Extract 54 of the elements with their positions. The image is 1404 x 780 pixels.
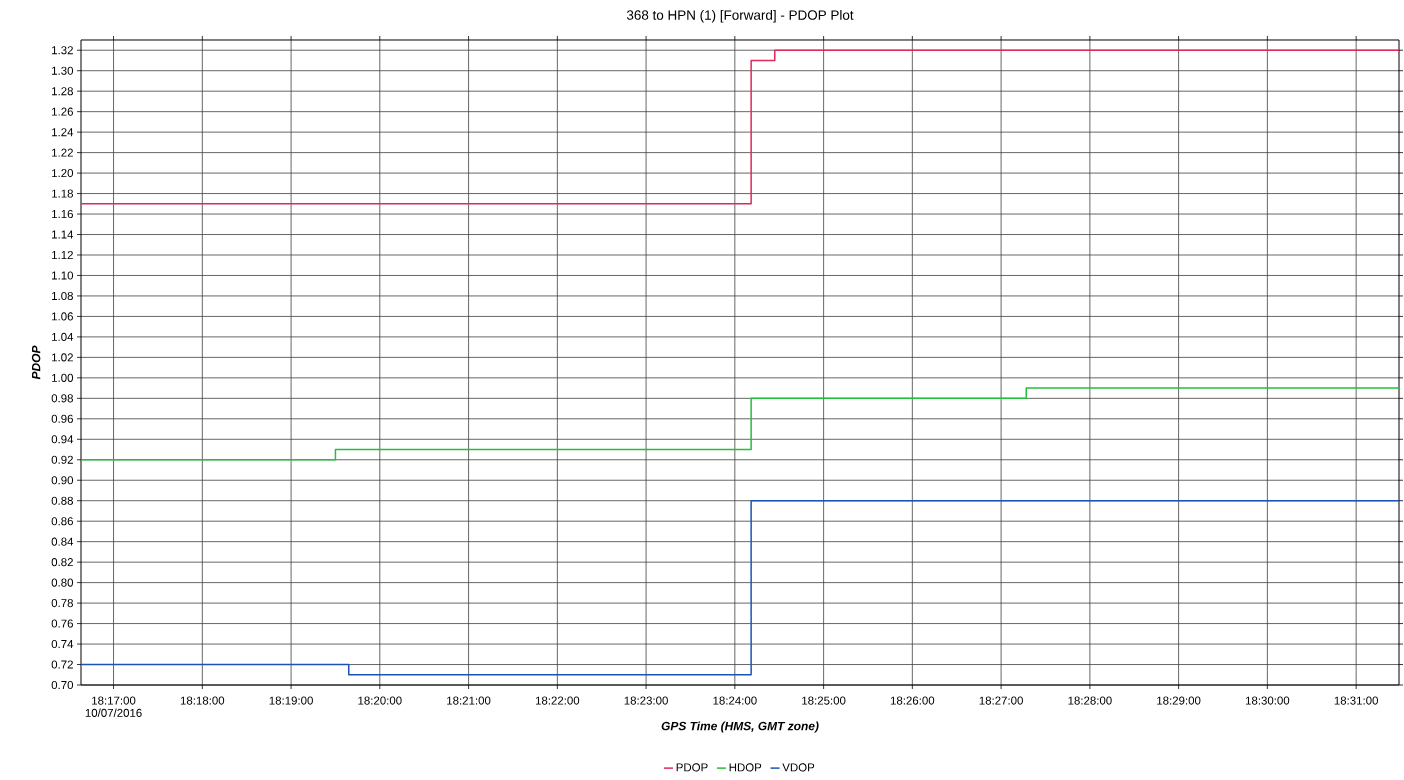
legend-label: PDOP <box>676 763 708 772</box>
legend-label: HDOP <box>729 763 762 772</box>
x-tick-label: 18:28:00 <box>1068 696 1112 705</box>
x-tick-label: 18:18:00 <box>180 696 225 705</box>
y-tick-label: 1.16 <box>52 209 73 219</box>
x-tick-label: 18:20:00 <box>358 696 402 705</box>
y-tick-label: 0.86 <box>51 517 73 526</box>
y-tick-label: 1.28 <box>52 87 73 96</box>
y-tick-label: 0.94 <box>51 435 74 444</box>
legend-label: VDOP <box>782 763 815 772</box>
x-axis-title: GPS Time (HMS, GMT zone) <box>661 721 819 733</box>
y-tick-label: 1.08 <box>52 291 73 300</box>
y-tick-label: 1.24 <box>52 128 74 137</box>
x-tick-label: 18:17:00 <box>92 696 136 705</box>
y-tick-label: 0.82 <box>51 558 73 567</box>
y-tick-label: 0.98 <box>51 394 73 403</box>
y-tick-label: 0.72 <box>51 660 73 669</box>
y-axis-title: PDOP <box>31 345 41 380</box>
y-tick-label: 1.12 <box>52 250 73 259</box>
x-tick-label: 18:19:00 <box>269 696 313 705</box>
x-tick-label: 18:31:00 <box>1334 696 1378 705</box>
y-tick-label: 1.30 <box>52 66 74 75</box>
y-tick-label: 1.06 <box>52 312 73 321</box>
x-tick-label: 18:26:00 <box>890 696 935 705</box>
x-tick-label: 18:21:00 <box>447 696 491 705</box>
y-tick-label: 0.84 <box>51 537 74 546</box>
y-tick-label: 0.78 <box>51 599 73 608</box>
chart-title: 368 to HPN (1) [Forward] - PDOP Plot <box>626 9 854 23</box>
y-tick-label: 1.22 <box>52 148 73 157</box>
text: 10/07/2016 <box>85 708 142 717</box>
x-tick-label: 18:30:00 <box>1245 696 1290 705</box>
y-tick-label: 0.74 <box>51 639 74 649</box>
x-tick-label: 18:22:00 <box>535 696 580 705</box>
x-tick-label: 18:23:00 <box>624 696 668 705</box>
y-tick-label: 1.14 <box>52 230 74 239</box>
y-tick-label: 0.76 <box>51 619 73 628</box>
y-tick-label: 0.92 <box>51 455 73 464</box>
y-tick-label: 1.10 <box>52 271 74 280</box>
y-tick-label: 1.18 <box>52 189 73 198</box>
x-tick-label: 18:25:00 <box>802 696 846 705</box>
y-tick-label: 0.80 <box>51 578 74 587</box>
y-tick-label: 0.96 <box>51 414 73 423</box>
y-tick-label: 1.04 <box>52 332 74 341</box>
x-tick-label: 18:27:00 <box>979 696 1023 705</box>
x-tick-label: 18:24:00 <box>713 696 757 705</box>
y-tick-label: 1.02 <box>52 353 73 362</box>
y-tick-label: 0.90 <box>51 476 74 485</box>
y-tick-label: 1.20 <box>52 169 74 178</box>
y-tick-label: 1.32 <box>52 46 73 55</box>
y-tick-label: 0.88 <box>51 496 73 505</box>
y-tick-label: 0.70 <box>51 680 74 690</box>
y-tick-label: 1.00 <box>52 373 74 382</box>
y-tick-label: 1.26 <box>52 107 73 116</box>
x-tick-label: 18:29:00 <box>1157 696 1201 705</box>
